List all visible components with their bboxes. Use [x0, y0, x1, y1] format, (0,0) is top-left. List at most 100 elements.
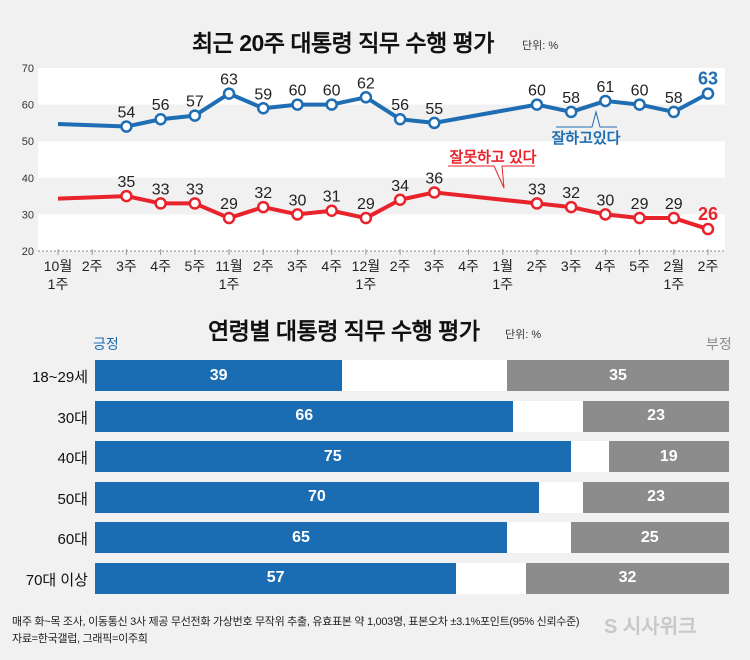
- negative-bar: 23: [583, 400, 729, 432]
- data-point: [120, 189, 133, 203]
- data-point: [359, 91, 373, 104]
- y-tick-label: 20: [22, 246, 34, 258]
- data-label: 60: [528, 83, 546, 100]
- data-point: [564, 200, 578, 214]
- data-label: 60: [631, 83, 649, 100]
- x-tick-label: 3주: [287, 258, 308, 274]
- data-label: 60: [323, 83, 341, 100]
- x-tick-label: 1주: [48, 276, 69, 292]
- x-tick-label: 2월: [663, 258, 684, 274]
- data-point: [325, 98, 338, 111]
- data-point: [291, 208, 304, 221]
- footer-source: 자료=한국갤럽, 그래픽=이주희: [12, 633, 148, 645]
- positive-series-label: 잘하고있다: [551, 129, 620, 147]
- footer-note: 매주 화~목 조사, 이동통신 3사 제공 무선전화 가상번호 무작위 추출, …: [12, 616, 580, 628]
- positive-bar: 75: [95, 441, 571, 472]
- x-tick-label: 3주: [424, 258, 445, 274]
- x-tick-label: 3주: [561, 258, 582, 274]
- age-group-label: 60대: [57, 531, 89, 548]
- data-point: [257, 102, 270, 115]
- x-tick-label: 5주: [185, 258, 206, 274]
- negative-bar: 25: [570, 522, 729, 553]
- data-point: [701, 87, 715, 100]
- data-label: 34: [391, 178, 409, 195]
- data-label: 58: [665, 90, 683, 107]
- data-label: 31: [323, 189, 341, 206]
- data-label: 33: [186, 181, 204, 198]
- x-tick-label: 1주: [663, 276, 684, 292]
- data-label: 63: [698, 69, 718, 89]
- data-label: 30: [596, 192, 614, 209]
- data-point: [599, 94, 612, 108]
- data-label: 26: [698, 204, 718, 224]
- data-point: [667, 105, 681, 119]
- age-group-label: 70대 이상: [25, 571, 88, 589]
- data-point: [667, 211, 681, 225]
- x-tick-label: 4주: [150, 258, 171, 274]
- data-label: 56: [152, 97, 170, 114]
- x-tick-label: 4주: [595, 258, 616, 274]
- grid-band: [38, 68, 725, 105]
- x-tick-label: 4주: [321, 258, 342, 274]
- data-label: 32: [254, 185, 272, 202]
- data-point: [120, 120, 133, 133]
- positive-bar: 39: [95, 360, 343, 391]
- data-label: 60: [289, 83, 307, 100]
- age-group-label: 50대: [57, 490, 89, 508]
- x-tick-label: 10월: [44, 258, 72, 274]
- data-label: 62: [357, 75, 375, 92]
- y-tick-label: 40: [22, 173, 34, 185]
- grid-band: [38, 214, 725, 251]
- x-tick-label: 1주: [219, 276, 240, 292]
- data-label: 63: [220, 72, 238, 89]
- positive-bar: 57: [95, 562, 457, 594]
- data-point: [393, 112, 407, 126]
- line-chart-unit: 단위: %: [522, 40, 559, 52]
- age-group-label: 30대: [57, 409, 89, 427]
- x-tick-label: 12월: [352, 258, 380, 274]
- x-tick-label: 5주: [629, 258, 650, 274]
- positive-bar: 66: [95, 400, 514, 432]
- y-tick-label: 50: [22, 136, 34, 148]
- negative-callout: [448, 165, 535, 189]
- line-chart-title: 최근 20주 대통령 직무 수행 평가: [192, 30, 494, 56]
- bar-chart-title: 연령별 대통령 직무 수행 평가: [208, 318, 480, 344]
- data-point: [154, 197, 167, 210]
- data-point: [257, 200, 270, 214]
- data-label: 54: [118, 105, 136, 122]
- data-point: [291, 98, 304, 111]
- y-tick-label: 30: [22, 209, 34, 221]
- age-group-label: 40대: [57, 450, 89, 467]
- negative-series-label: 잘못하고 있다: [450, 148, 537, 166]
- data-label: 30: [289, 192, 307, 209]
- data-label: 32: [562, 185, 580, 202]
- data-label: 59: [254, 86, 272, 103]
- negative-bar: 35: [507, 360, 729, 391]
- data-label: 29: [631, 196, 649, 213]
- data-point: [701, 222, 715, 236]
- age-group-label: 18~29세: [32, 369, 88, 386]
- data-point: [564, 105, 578, 119]
- x-tick-label: 2주: [698, 258, 719, 274]
- data-point: [633, 211, 646, 225]
- x-tick-label: 1주: [492, 276, 513, 292]
- data-label: 61: [596, 79, 614, 96]
- bar-chart-unit: 단위: %: [505, 329, 542, 341]
- x-tick-label: 2주: [82, 258, 103, 274]
- negative-label: 부정: [706, 336, 732, 352]
- data-point: [428, 116, 441, 130]
- x-tick-label: 2주: [253, 258, 274, 274]
- data-point: [222, 87, 236, 100]
- data-label: 29: [665, 196, 683, 213]
- data-point: [530, 197, 544, 210]
- x-tick-label: 11월: [215, 258, 242, 274]
- data-point: [428, 186, 441, 199]
- data-label: 29: [220, 196, 238, 213]
- data-label: 58: [562, 90, 580, 107]
- x-tick-label: 1주: [356, 276, 377, 292]
- line-chart: 20 30 40 50 60 70 10월 1주 2주 3주 4주 5주 11월 1주 2주 3주 4주 12월 1…: [22, 63, 725, 292]
- data-label: 33: [152, 181, 170, 198]
- data-label: 55: [425, 101, 443, 118]
- logo-icon: S: [604, 616, 618, 638]
